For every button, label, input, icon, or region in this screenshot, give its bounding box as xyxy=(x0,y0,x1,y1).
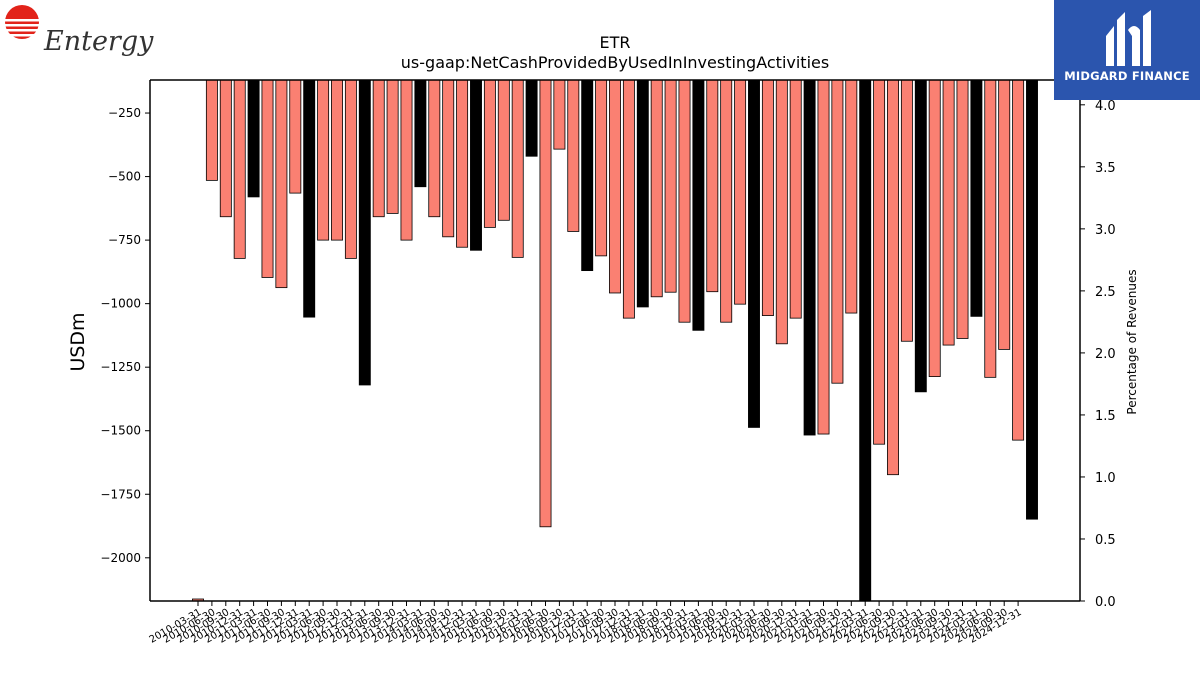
bar-2013-12-31 xyxy=(400,79,413,241)
bar-2015-12-31 xyxy=(511,79,524,258)
midgard-emblem-icon xyxy=(1106,10,1151,66)
y-tick-label: −750 xyxy=(108,233,141,247)
bar-undefined xyxy=(1026,79,1038,520)
bar-2011-09-30 xyxy=(275,79,288,289)
chart-title: ETR xyxy=(600,33,631,52)
bar-2017-03-31 xyxy=(581,79,594,272)
bar-2012-03-31 xyxy=(303,79,316,318)
y-tick-label: −250 xyxy=(108,106,141,120)
y2-tick-label: 0.5 xyxy=(1095,533,1116,548)
bar-2018-06-30 xyxy=(650,79,663,298)
bar-2013-09-30 xyxy=(386,79,399,214)
bar-2024-06-30 xyxy=(984,79,997,378)
bar-2024-09-30 xyxy=(998,79,1011,350)
bar-2016-09-30 xyxy=(553,79,566,150)
bar-2020-09-30 xyxy=(775,79,788,345)
bar-2010-06-30 xyxy=(205,79,218,181)
bar-2014-06-30 xyxy=(428,79,441,218)
bar-2024-12-31 xyxy=(1012,79,1025,441)
bar-2014-03-31 xyxy=(414,79,427,188)
y2-tick-label: 3.5 xyxy=(1095,161,1116,176)
bar-series xyxy=(192,79,1038,602)
y-tick-label: −1000 xyxy=(100,297,141,311)
bar-2013-03-31 xyxy=(358,79,371,386)
bar-2020-12-31 xyxy=(789,79,802,319)
bar-2015-06-30 xyxy=(483,79,496,228)
bar-2011-06-30 xyxy=(261,79,274,278)
y-tick-label: −1250 xyxy=(100,360,141,374)
bar-2015-03-31 xyxy=(470,79,482,251)
entergy-logo: Entergy xyxy=(4,4,153,60)
y2-tick-label: 2.5 xyxy=(1095,285,1116,300)
bar-2016-03-31 xyxy=(525,79,538,157)
bar-2012-09-30 xyxy=(331,79,343,241)
bar-2018-09-30 xyxy=(664,79,677,293)
bar-2015-09-30 xyxy=(497,79,510,221)
bar-2010-09-30 xyxy=(219,79,232,218)
y-axis-label: USDm xyxy=(67,312,89,371)
right-y-axis-label: Percentage of Revenues xyxy=(1125,269,1139,414)
bar-2010-12-31 xyxy=(233,79,246,259)
bar-2011-12-31 xyxy=(289,79,302,194)
bar-2022-06-30 xyxy=(873,79,886,445)
bar-2019-06-30 xyxy=(706,79,719,293)
bar-2018-03-31 xyxy=(636,79,649,308)
x-axis: 2010-03-312010-06-302010-09-302010-12-31… xyxy=(148,601,1024,646)
bar-2014-12-31 xyxy=(456,79,469,248)
bar-2019-12-31 xyxy=(734,79,747,305)
entergy-sun-icon xyxy=(4,5,40,39)
bar-2022-12-31 xyxy=(900,79,913,342)
y2-tick-label: 2.0 xyxy=(1095,347,1116,362)
bar-2021-09-30 xyxy=(831,79,844,384)
bar-2016-06-30 xyxy=(539,79,552,528)
bar-2012-12-31 xyxy=(344,79,357,259)
bar-2013-06-30 xyxy=(372,79,385,218)
bar-2014-09-30 xyxy=(442,79,455,238)
y-tick-label: −1750 xyxy=(100,487,141,501)
left-y-axis: −250 −500 −750 −1000 −1250 −1500 −1750 −2000 xyxy=(100,106,150,565)
chart-subtitle: us-gaap:NetCashProvidedByUsedInInvesting… xyxy=(401,53,829,72)
right-y-axis: 0.0 0.5 1.0 1.5 2.0 2.5 3.0 3.5 4.0 xyxy=(1080,99,1116,610)
bar-2021-12-31 xyxy=(845,79,858,314)
bar-2021-06-30 xyxy=(817,79,830,435)
y-tick-label: −1500 xyxy=(100,424,141,438)
bar-2018-12-31 xyxy=(678,79,691,323)
y2-tick-label: 3.0 xyxy=(1095,223,1116,238)
midgard-wordmark: MIDGARD FINANCE xyxy=(1064,69,1190,83)
bar-2022-09-30 xyxy=(887,79,899,476)
bar-2017-12-31 xyxy=(622,79,635,319)
bar-2016-12-31 xyxy=(567,79,580,232)
bar-2023-06-30 xyxy=(928,79,941,377)
y-tick-label: −500 xyxy=(108,170,141,184)
bar-2020-03-31 xyxy=(748,79,760,428)
bar-2023-03-31 xyxy=(914,79,927,393)
y2-tick-label: 1.5 xyxy=(1095,409,1116,424)
y2-tick-label: 1.0 xyxy=(1095,471,1116,486)
entergy-wordmark: Entergy xyxy=(44,26,154,57)
y2-tick-label: 0.0 xyxy=(1095,595,1116,610)
bar-2017-06-30 xyxy=(595,79,608,257)
y-tick-label: −2000 xyxy=(100,551,141,565)
bar-2019-03-31 xyxy=(692,79,705,331)
midgard-finance-logo: MIDGARD FINANCE xyxy=(1054,0,1200,100)
bar-2024-03-31 xyxy=(970,79,983,317)
bar-2012-06-30 xyxy=(317,79,330,241)
bar-2023-12-31 xyxy=(956,79,969,339)
bar-2023-09-30 xyxy=(942,79,955,346)
y2-tick-label: 4.0 xyxy=(1095,99,1116,114)
bar-2019-09-30 xyxy=(720,79,733,323)
bar-2022-03-31 xyxy=(859,79,872,602)
bar-2021-03-31 xyxy=(803,79,816,436)
bar-2011-03-31 xyxy=(247,79,260,198)
bar-2020-06-30 xyxy=(761,79,774,316)
bar-2017-09-30 xyxy=(609,79,621,294)
